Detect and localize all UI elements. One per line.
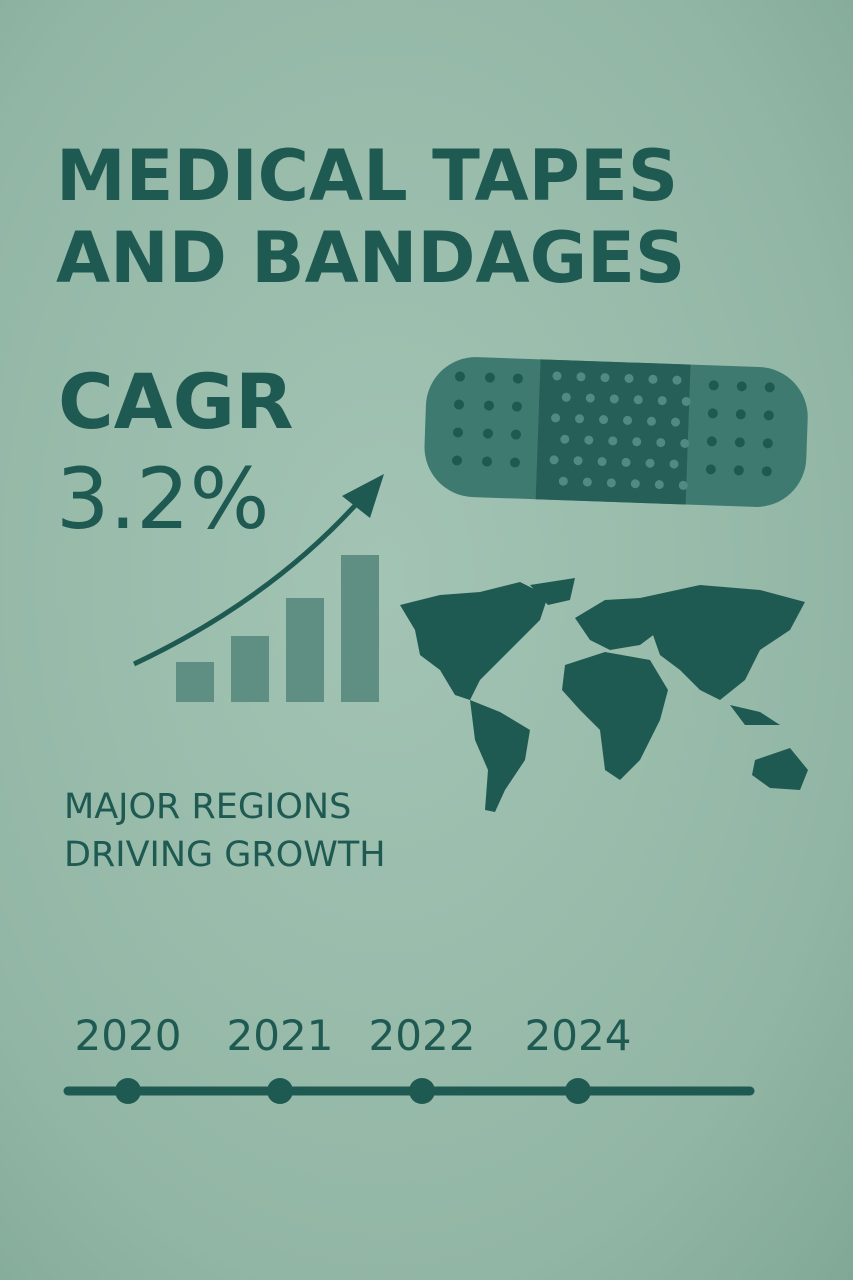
south-america	[470, 700, 530, 812]
bandage-dot	[761, 466, 772, 477]
pad-dot	[609, 394, 619, 404]
timeline: 2020 2021 2022 2024	[75, 1011, 632, 1104]
world-map	[400, 578, 808, 812]
bandage-dot	[733, 465, 744, 476]
bandage-dot	[452, 455, 463, 466]
islands	[730, 705, 780, 725]
bandage-dot	[481, 456, 492, 467]
pad-dot	[624, 373, 634, 383]
timeline-dot	[409, 1078, 435, 1104]
title-line: MEDICAL TAPES	[56, 135, 678, 217]
australia	[752, 748, 808, 790]
timeline-year: 2022	[369, 1011, 476, 1060]
pad-dot	[672, 375, 682, 385]
arrow-line	[132, 498, 362, 667]
cagr-label: CAGR	[58, 357, 294, 446]
bar-icon	[231, 636, 269, 702]
timeline-dot	[565, 1078, 591, 1104]
regions-line: MAJOR REGIONS	[64, 787, 351, 827]
bandage-dot	[735, 409, 746, 420]
timeline-year: 2024	[525, 1011, 632, 1060]
pad-dot	[654, 480, 664, 490]
pad-dot	[599, 415, 609, 425]
bandage-dot	[510, 429, 521, 440]
pad-dot	[573, 456, 583, 466]
pad-dot	[669, 459, 679, 469]
bandage-dot	[512, 373, 523, 384]
pad-dot	[678, 480, 688, 490]
bandage-icon	[424, 357, 808, 507]
timeline-year: 2021	[227, 1011, 334, 1060]
pad-dot	[656, 438, 666, 448]
bandage-dot	[708, 380, 719, 391]
pad-dot	[585, 393, 595, 403]
bandage-dot	[452, 427, 463, 438]
bandage-dot	[484, 372, 495, 383]
pad-dot	[670, 417, 680, 427]
pad-dot	[606, 478, 616, 488]
pad-dot	[552, 371, 562, 381]
pad-dot	[648, 374, 658, 384]
bandage-dot	[453, 399, 464, 410]
pad-dot	[630, 479, 640, 489]
pad-dot	[600, 373, 610, 383]
cagr-value: 3.2%	[56, 450, 269, 548]
pad-dot	[647, 416, 657, 426]
pad-dot	[551, 413, 561, 423]
pad-dot	[575, 414, 585, 424]
pad-dot	[549, 455, 559, 465]
pad-dot	[681, 396, 691, 406]
pad-dot	[621, 457, 631, 467]
growth-icon	[176, 555, 379, 702]
pad-dot	[561, 392, 571, 402]
bandage-dot	[734, 437, 745, 448]
pad-dot	[645, 458, 655, 468]
greenland	[530, 578, 575, 605]
bar-icon	[176, 662, 214, 702]
bandage-dot	[764, 382, 775, 393]
pad-dot	[558, 476, 568, 486]
bandage-dot	[736, 381, 747, 392]
pad-dot	[633, 395, 643, 405]
bandage-dot	[483, 400, 494, 411]
europe	[575, 598, 660, 650]
asia	[640, 585, 805, 700]
timeline-dot	[267, 1078, 293, 1104]
bandage-dot	[482, 428, 493, 439]
arrow-head	[342, 474, 384, 518]
bandage-dot	[706, 436, 717, 447]
bandage-pad	[535, 359, 691, 505]
title-line: AND BANDAGES	[56, 217, 685, 299]
pad-dot	[597, 457, 607, 467]
pad-dot	[584, 435, 594, 445]
pad-dot	[623, 415, 633, 425]
bandage-dot	[762, 438, 773, 449]
pad-dot	[560, 434, 570, 444]
bandage-dot	[707, 408, 718, 419]
bar-icon	[341, 555, 379, 702]
pad-dot	[608, 436, 618, 446]
pad-dot	[632, 437, 642, 447]
bar-icon	[286, 598, 324, 702]
bandage-dot	[511, 401, 522, 412]
pad-dot	[680, 438, 690, 448]
bandage-dot	[509, 457, 520, 468]
bandage-dot	[454, 371, 465, 382]
africa	[562, 652, 668, 780]
north-america	[400, 582, 548, 700]
timeline-year: 2020	[75, 1011, 182, 1060]
pad-dot	[657, 396, 667, 406]
regions-line: DRIVING GROWTH	[64, 835, 386, 875]
pad-dot	[582, 477, 592, 487]
pad-dot	[576, 372, 586, 382]
bandage-dot	[705, 464, 716, 475]
bandage-dot	[763, 410, 774, 421]
timeline-dot	[115, 1078, 141, 1104]
